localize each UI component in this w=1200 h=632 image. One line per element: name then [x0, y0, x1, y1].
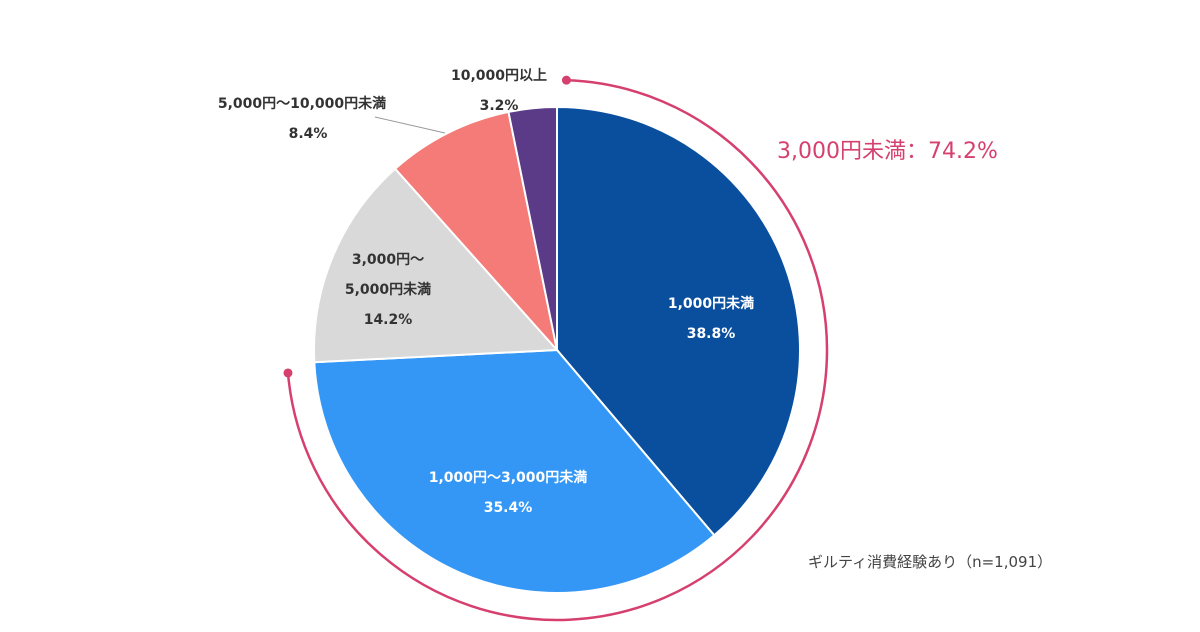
highlight-callout: 3,000円未満：74.2%: [777, 139, 998, 164]
pie-slice-3: [393, 110, 559, 354]
pie-slice-2: [313, 167, 560, 364]
slice-label-2a: 3,000円〜: [352, 252, 424, 268]
pie-slice-0: [556, 105, 801, 537]
slice-value-4: 3.2%: [480, 98, 519, 114]
slice-value-3: 8.4%: [289, 126, 328, 142]
highlight-arc: [286, 78, 829, 622]
pie-slice-1: [313, 348, 716, 594]
slice-value-0: 38.8%: [687, 326, 736, 342]
slice-label-1: 1,000円〜3,000円未満: [429, 469, 588, 486]
slice-value-2: 14.2%: [364, 312, 413, 328]
sample-note: ギルティ消費経験あり（n=1,091）: [808, 553, 1052, 571]
slice-value-1: 35.4%: [484, 500, 533, 516]
slice-label-4: 10,000円以上: [451, 68, 547, 84]
highlight-arc-start-dot: [561, 75, 571, 85]
highlight-arc-end-dot: [283, 368, 293, 378]
leader-line: [374, 116, 446, 134]
slice-label-2b: 5,000円未満: [345, 281, 431, 298]
slice-label-3: 5,000円〜10,000円未満: [218, 95, 386, 112]
slice-label-0: 1,000円未満: [668, 295, 754, 312]
pie-slice-4: [507, 105, 558, 351]
